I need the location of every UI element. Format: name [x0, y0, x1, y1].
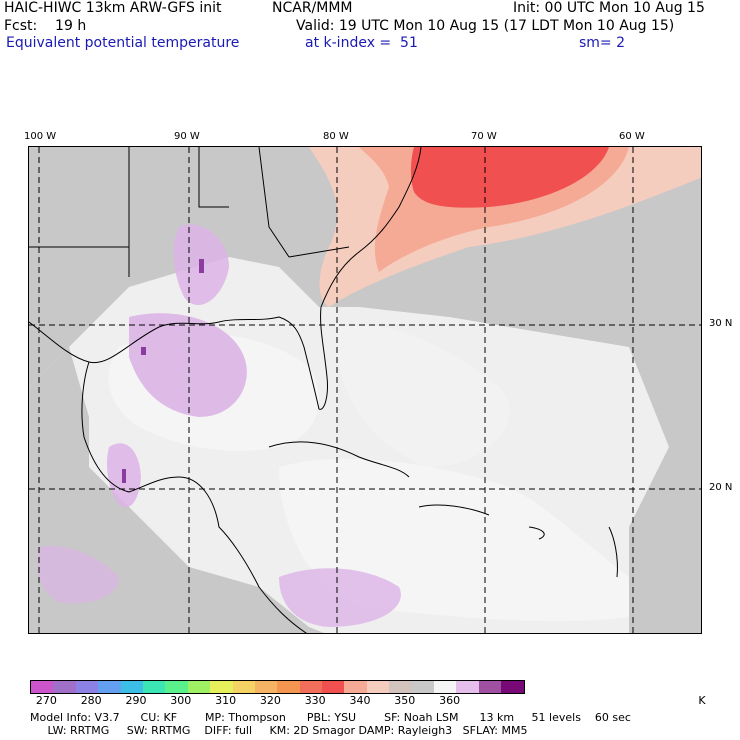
lon-label-90w: 90 W — [174, 131, 200, 142]
colorbar-cell — [322, 681, 345, 693]
forecast-hour: Fcst: 19 h — [4, 18, 87, 34]
colorbar-cell — [456, 681, 479, 693]
red-plume — [410, 147, 609, 208]
purple-spot-1 — [199, 259, 204, 273]
colorbar-cell — [366, 681, 390, 693]
colorbar-cell — [501, 681, 524, 693]
lat-label-30n: 30 N — [709, 318, 733, 329]
colorbar-cell — [277, 681, 300, 693]
smoothing-label: sm= 2 — [579, 35, 626, 51]
colorbar-cell — [254, 681, 278, 693]
colorbar-tick-label: 340 — [349, 694, 371, 707]
colorbar-tick-label: 300 — [170, 694, 192, 707]
colorbar-tick-label: 320 — [259, 694, 281, 707]
gulf-lilac-region — [129, 313, 247, 417]
colorbar-cell — [98, 681, 121, 693]
lon-label-80w: 80 W — [323, 131, 349, 142]
colorbar-tick-label: 310 — [215, 694, 237, 707]
colorbar-cell — [210, 681, 233, 693]
graticule — [29, 147, 701, 633]
valid-time: Valid: 19 UTC Mon 10 Aug 15 (17 LDT Mon … — [296, 18, 675, 34]
pacific-lilac — [37, 546, 119, 604]
colorbar-cell — [53, 681, 76, 693]
colorbar-cell — [75, 681, 99, 693]
coastlines — [29, 147, 618, 633]
colorbar-tick-label: 360 — [439, 694, 461, 707]
purple-spot-3 — [122, 469, 126, 483]
gray-field-north — [29, 147, 701, 633]
colorbar-cell — [389, 681, 412, 693]
map-canvas — [29, 147, 701, 633]
colorbar-cell — [120, 681, 143, 693]
lon-label-70w: 70 W — [471, 131, 497, 142]
colorbar-tick-label: 350 — [394, 694, 416, 707]
colorbar-cell — [478, 681, 502, 693]
gray-field-mexico — [29, 347, 324, 633]
theta-e-map — [28, 146, 702, 634]
colorbar-tick-label: 270 — [35, 694, 57, 707]
organization-label: NCAR/MMM — [272, 0, 353, 16]
colorbar — [30, 680, 525, 694]
colorbar-cell — [187, 681, 211, 693]
colorbar-cell — [434, 681, 457, 693]
colorbar-tick-label: 280 — [80, 694, 102, 707]
atlantic-light-region — [337, 325, 510, 467]
model-title: HAIC-HIWC 13km ARW-GFS init — [4, 0, 222, 16]
lon-label-60w: 60 W — [619, 131, 645, 142]
central-america-lilac — [279, 568, 401, 627]
colorbar-cell — [344, 681, 367, 693]
colorbar-unit: K — [698, 694, 706, 707]
footer-physics-info: LW: RRTMG SW: RRTMG DIFF: full KM: 2D Sm… — [30, 724, 528, 737]
colorbar-cell — [142, 681, 166, 693]
colorbar-tick-label: 290 — [125, 694, 147, 707]
purple-spot-2 — [141, 347, 146, 355]
colorbar-cell — [411, 681, 435, 693]
init-time: Init: 00 UTC Mon 10 Aug 15 — [513, 0, 705, 16]
lon-label-100w: 100 W — [24, 131, 57, 142]
colorbar-tick-label: 330 — [304, 694, 326, 707]
colorbar-cell — [165, 681, 188, 693]
colorbar-cell — [31, 681, 54, 693]
footer-model-info: Model Info: V3.7 CU: KF MP: Thompson PBL… — [30, 711, 631, 724]
colorbar-cell — [299, 681, 323, 693]
colorbar-cell — [232, 681, 255, 693]
lat-label-20n: 20 N — [709, 482, 733, 493]
level-label: at k-index = 51 — [305, 35, 418, 51]
field-name: Equivalent potential temperature — [6, 35, 240, 51]
